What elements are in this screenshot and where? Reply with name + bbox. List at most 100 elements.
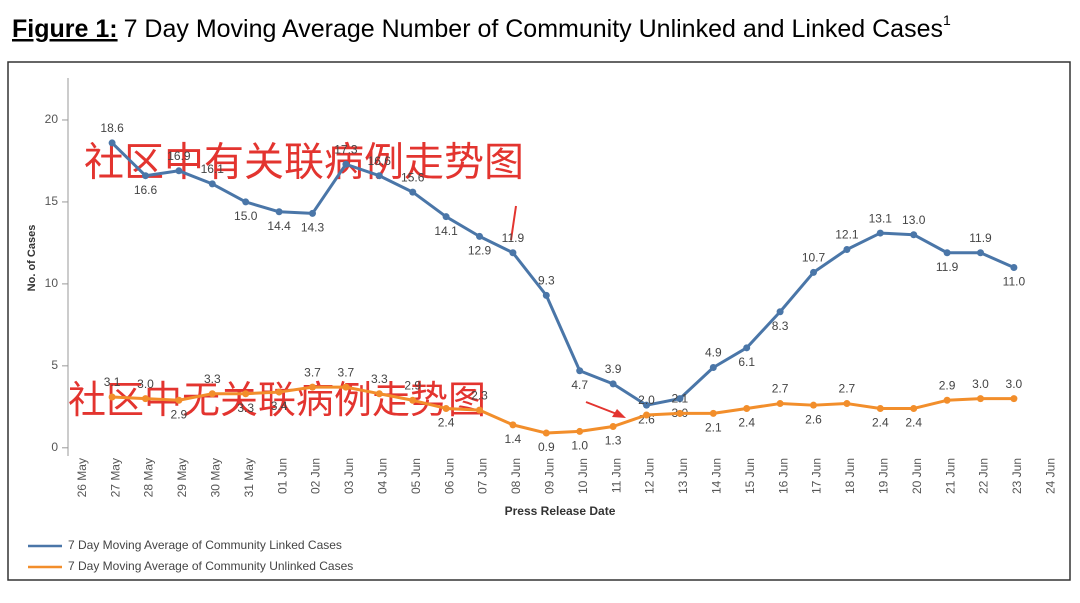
data-label: 17.3 [334, 142, 358, 156]
point [275, 388, 283, 396]
point [375, 390, 383, 398]
data-label: 2.4 [738, 416, 755, 430]
data-label: 11.9 [936, 260, 959, 274]
x-tick-label: 30 May [208, 458, 222, 497]
point [676, 409, 684, 417]
y-tick-label: 10 [45, 276, 59, 290]
point [576, 427, 584, 435]
point [409, 396, 417, 404]
point [609, 422, 617, 430]
point [208, 390, 216, 398]
point [977, 249, 984, 257]
data-label: 1.3 [605, 434, 622, 448]
data-label: 2.3 [471, 388, 488, 402]
point [743, 344, 751, 352]
data-label: 13.1 [869, 211, 893, 225]
data-label: 12.1 [835, 228, 859, 242]
data-label: 16.1 [201, 162, 225, 176]
point [676, 395, 684, 403]
point [409, 188, 417, 196]
title-sup: 1 [943, 12, 951, 28]
x-tick-label: 02 Jun [309, 458, 323, 494]
data-label: 12.9 [468, 244, 492, 258]
point [476, 232, 483, 240]
x-tick-label: 12 Jun [643, 458, 657, 494]
point [275, 208, 283, 216]
point [342, 160, 350, 168]
point [643, 411, 650, 419]
x-tick-label: 19 Jun [876, 458, 890, 494]
x-tick-label: 15 Jun [743, 458, 757, 494]
data-label: 15.6 [401, 170, 425, 184]
point [609, 380, 617, 388]
point [576, 367, 584, 375]
x-tick-label: 03 Jun [342, 458, 356, 494]
data-label: 14.4 [267, 219, 291, 233]
data-label: 11.9 [502, 231, 525, 245]
data-label: 3.3 [204, 372, 221, 386]
point [843, 245, 851, 253]
data-label: 3.1 [104, 375, 121, 389]
data-label: 2.9 [404, 378, 421, 392]
chart-title: Figure 1: 7 Day Moving Average Number of … [12, 12, 951, 43]
point [375, 172, 383, 180]
x-tick-label: 24 Jun [1043, 458, 1057, 494]
data-label: 2.9 [939, 378, 956, 392]
data-label: 8.3 [772, 319, 789, 333]
title-text: 7 Day Moving Average Number of Community… [124, 15, 943, 43]
series-line [111, 141, 1015, 407]
data-label: 9.3 [538, 274, 555, 288]
x-tick-label: 04 Jun [375, 458, 389, 494]
x-tick-label: 09 Jun [542, 458, 556, 494]
point [509, 421, 517, 429]
x-tick-label: 21 Jun [943, 458, 957, 494]
data-label: 3.4 [271, 399, 288, 413]
point [843, 400, 851, 408]
point [776, 400, 784, 408]
x-tick-label: 06 Jun [442, 458, 456, 494]
point [175, 167, 183, 175]
data-label: 0.9 [538, 440, 555, 454]
point [643, 401, 650, 409]
x-tick-label: 13 Jun [676, 458, 690, 494]
point [876, 404, 884, 412]
arrow [510, 205, 517, 241]
point [542, 291, 550, 299]
data-label: 2.6 [805, 412, 822, 426]
data-label: 3.0 [1006, 377, 1023, 391]
data-label: 16.6 [134, 183, 158, 197]
point [709, 363, 717, 371]
point [175, 396, 183, 404]
data-label: 10.7 [802, 251, 826, 265]
x-tick-label: 05 Jun [409, 458, 423, 494]
data-label: 3.7 [304, 365, 321, 379]
point [208, 180, 216, 188]
point [309, 209, 316, 217]
x-tick-label: 17 Jun [810, 458, 824, 494]
point [108, 393, 116, 401]
x-tick-label: 31 May [242, 458, 256, 497]
x-tick-label: 23 Jun [1010, 458, 1024, 494]
point [309, 383, 316, 391]
point [810, 401, 817, 409]
point [142, 172, 149, 180]
x-axis-label: Press Release Date [505, 504, 616, 518]
x-tick-label: 01 Jun [275, 458, 289, 494]
x-tick-label: 07 Jun [476, 458, 490, 494]
x-tick-label: 27 May [108, 458, 122, 497]
data-label: 13.0 [902, 213, 926, 227]
point [1010, 264, 1018, 271]
x-tick-label: 10 Jun [576, 458, 590, 494]
y-tick-label: 5 [51, 358, 58, 372]
x-tick-label: 22 Jun [977, 458, 991, 494]
frame [7, 61, 1071, 581]
data-label: 2.4 [438, 416, 455, 430]
data-label: 2.4 [872, 416, 889, 430]
data-label: 2.9 [171, 407, 188, 421]
point [242, 198, 250, 206]
data-label: 16.9 [167, 149, 191, 163]
y-axis-label: No. of Cases [26, 225, 38, 292]
data-label: 6.1 [738, 355, 755, 369]
